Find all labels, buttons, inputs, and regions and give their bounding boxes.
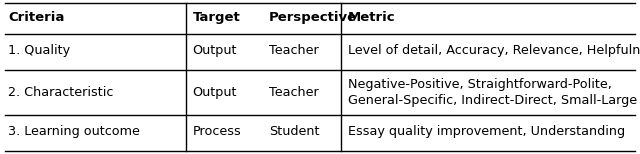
Text: Process: Process bbox=[193, 125, 241, 138]
Text: Target: Target bbox=[193, 11, 241, 24]
Text: Negative-Positive, Straightforward-Polite,
General-Specific, Indirect-Direct, Sm: Negative-Positive, Straightforward-Polit… bbox=[348, 78, 637, 107]
Text: Teacher: Teacher bbox=[269, 44, 319, 57]
Text: Criteria: Criteria bbox=[8, 11, 65, 24]
Text: Output: Output bbox=[193, 86, 237, 99]
Text: Student: Student bbox=[269, 125, 319, 138]
Text: Perspective: Perspective bbox=[269, 11, 357, 24]
Text: Output: Output bbox=[193, 44, 237, 57]
Text: Teacher: Teacher bbox=[269, 86, 319, 99]
Text: 3. Learning outcome: 3. Learning outcome bbox=[8, 125, 140, 138]
Text: 1. Quality: 1. Quality bbox=[8, 44, 70, 57]
Text: 2. Characteristic: 2. Characteristic bbox=[8, 86, 114, 99]
Text: Level of detail, Accuracy, Relevance, Helpfulness: Level of detail, Accuracy, Relevance, He… bbox=[348, 44, 640, 57]
Text: Metric: Metric bbox=[348, 11, 395, 24]
Text: Essay quality improvement, Understanding: Essay quality improvement, Understanding bbox=[348, 125, 625, 138]
